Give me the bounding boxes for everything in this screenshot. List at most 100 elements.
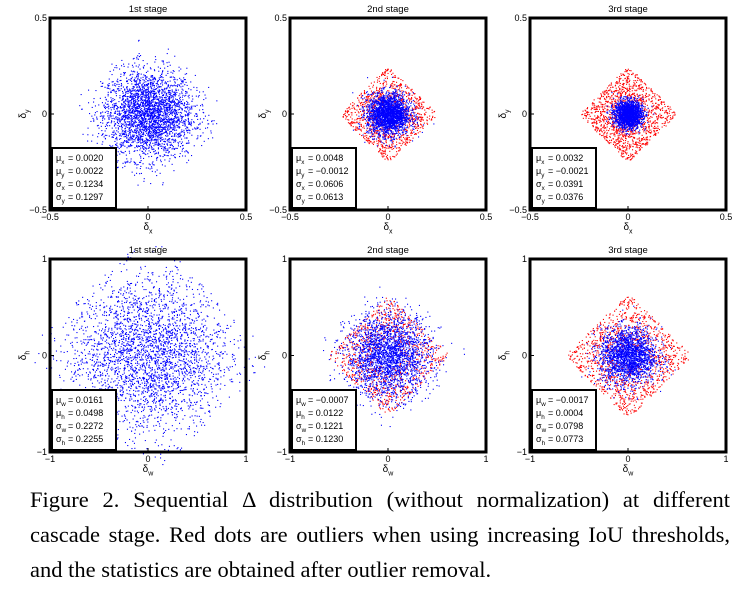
inlier-point <box>164 104 166 106</box>
inlier-point <box>153 111 155 113</box>
inlier-point <box>146 122 148 124</box>
inlier-point <box>171 108 173 110</box>
inlier-point <box>102 115 104 117</box>
inlier-point <box>121 110 123 112</box>
inlier-point <box>138 89 140 91</box>
inlier-point <box>174 110 176 112</box>
inlier-point <box>125 92 127 94</box>
inlier-point <box>174 94 176 96</box>
inlier-point <box>167 92 169 94</box>
inlier-point <box>157 129 159 131</box>
inlier-point <box>181 96 183 98</box>
outlier-point <box>428 118 430 120</box>
inlier-point <box>118 88 120 90</box>
inlier-point <box>124 112 126 114</box>
inlier-point <box>199 109 201 111</box>
inlier-point <box>161 111 163 113</box>
inlier-point <box>165 108 167 110</box>
inlier-point <box>91 106 93 108</box>
inlier-point <box>181 118 183 120</box>
inlier-point <box>141 119 143 121</box>
outlier-point <box>388 147 390 149</box>
inlier-point <box>144 94 146 96</box>
inlier-point <box>116 83 118 85</box>
inlier-point <box>147 126 149 128</box>
inlier-point <box>181 115 183 117</box>
inlier-point <box>150 115 152 117</box>
inlier-point <box>163 127 165 129</box>
inlier-point <box>160 107 162 109</box>
inlier-point <box>129 130 131 132</box>
inlier-point <box>119 138 121 140</box>
inlier-point <box>159 143 161 145</box>
inlier-point <box>149 127 151 129</box>
outlier-point <box>378 142 380 144</box>
inlier-point <box>182 116 184 118</box>
inlier-point <box>101 102 103 104</box>
inlier-point <box>129 131 131 133</box>
inlier-point <box>137 94 139 96</box>
inlier-point <box>121 128 123 130</box>
inlier-point <box>168 98 170 100</box>
inlier-point <box>203 112 205 114</box>
inlier-point <box>141 89 143 91</box>
inlier-point <box>140 109 142 111</box>
inlier-point <box>142 124 144 126</box>
outlier-point <box>366 129 368 131</box>
inlier-point <box>156 109 158 111</box>
inlier-point <box>174 77 176 79</box>
inlier-point <box>132 108 134 110</box>
inlier-point <box>388 98 390 100</box>
inlier-point <box>207 123 209 125</box>
inlier-point <box>110 101 112 103</box>
inlier-point <box>130 90 132 92</box>
inlier-point <box>115 116 117 118</box>
inlier-point <box>129 114 131 116</box>
outlier-point <box>389 135 391 137</box>
inlier-point <box>134 77 136 79</box>
inlier-point <box>143 134 145 136</box>
inlier-point <box>160 123 162 125</box>
inlier-point <box>122 152 124 154</box>
inlier-point <box>173 93 175 95</box>
outlier-point <box>422 127 424 129</box>
inlier-point <box>172 72 174 74</box>
outlier-point <box>408 92 410 94</box>
inlier-point <box>161 136 163 138</box>
inlier-point <box>362 98 364 100</box>
inlier-point <box>176 117 178 119</box>
outlier-point <box>366 106 368 108</box>
inlier-point <box>185 94 187 96</box>
inlier-point <box>142 103 144 105</box>
inlier-point <box>154 102 156 104</box>
outlier-point <box>382 84 384 86</box>
inlier-point <box>127 105 129 107</box>
outlier-point <box>363 127 365 129</box>
outlier-point <box>389 156 391 158</box>
inlier-point <box>143 146 145 148</box>
outlier-point <box>357 97 359 99</box>
inlier-point <box>154 143 156 145</box>
inlier-point <box>177 120 179 122</box>
inlier-point <box>157 114 159 116</box>
inlier-point <box>158 117 160 119</box>
inlier-point <box>186 126 188 128</box>
inlier-point <box>146 123 148 125</box>
inlier-point <box>159 144 161 146</box>
inlier-point <box>150 106 152 108</box>
inlier-point <box>120 113 122 115</box>
inlier-point <box>158 115 160 117</box>
inlier-point <box>179 106 181 108</box>
inlier-point <box>152 119 154 121</box>
inlier-point <box>122 130 124 132</box>
inlier-point <box>150 75 152 77</box>
inlier-point <box>148 103 150 105</box>
outlier-point <box>398 85 400 87</box>
inlier-point <box>151 128 153 130</box>
inlier-point <box>379 131 381 133</box>
outlier-point <box>356 119 358 121</box>
inlier-point <box>136 90 138 92</box>
inlier-point <box>130 112 132 114</box>
inlier-point <box>146 94 148 96</box>
inlier-point <box>174 115 176 117</box>
